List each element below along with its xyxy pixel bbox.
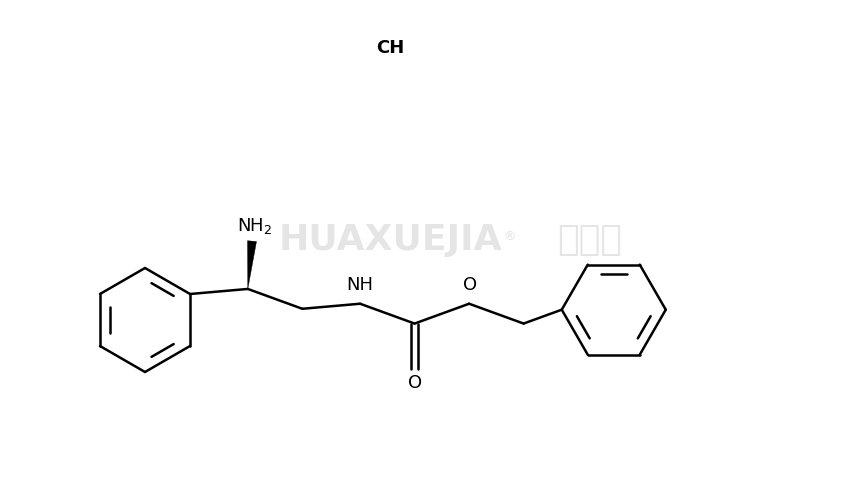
Text: NH$_2$: NH$_2$ bbox=[237, 216, 272, 236]
Text: O: O bbox=[463, 276, 477, 294]
Text: O: O bbox=[408, 374, 421, 391]
Text: 化学加: 化学加 bbox=[558, 223, 622, 257]
Polygon shape bbox=[247, 241, 257, 289]
Text: NH: NH bbox=[346, 276, 373, 294]
Text: HUAXUEJIA: HUAXUEJIA bbox=[278, 223, 502, 257]
Text: CH: CH bbox=[376, 39, 405, 57]
Text: ®: ® bbox=[504, 231, 516, 244]
